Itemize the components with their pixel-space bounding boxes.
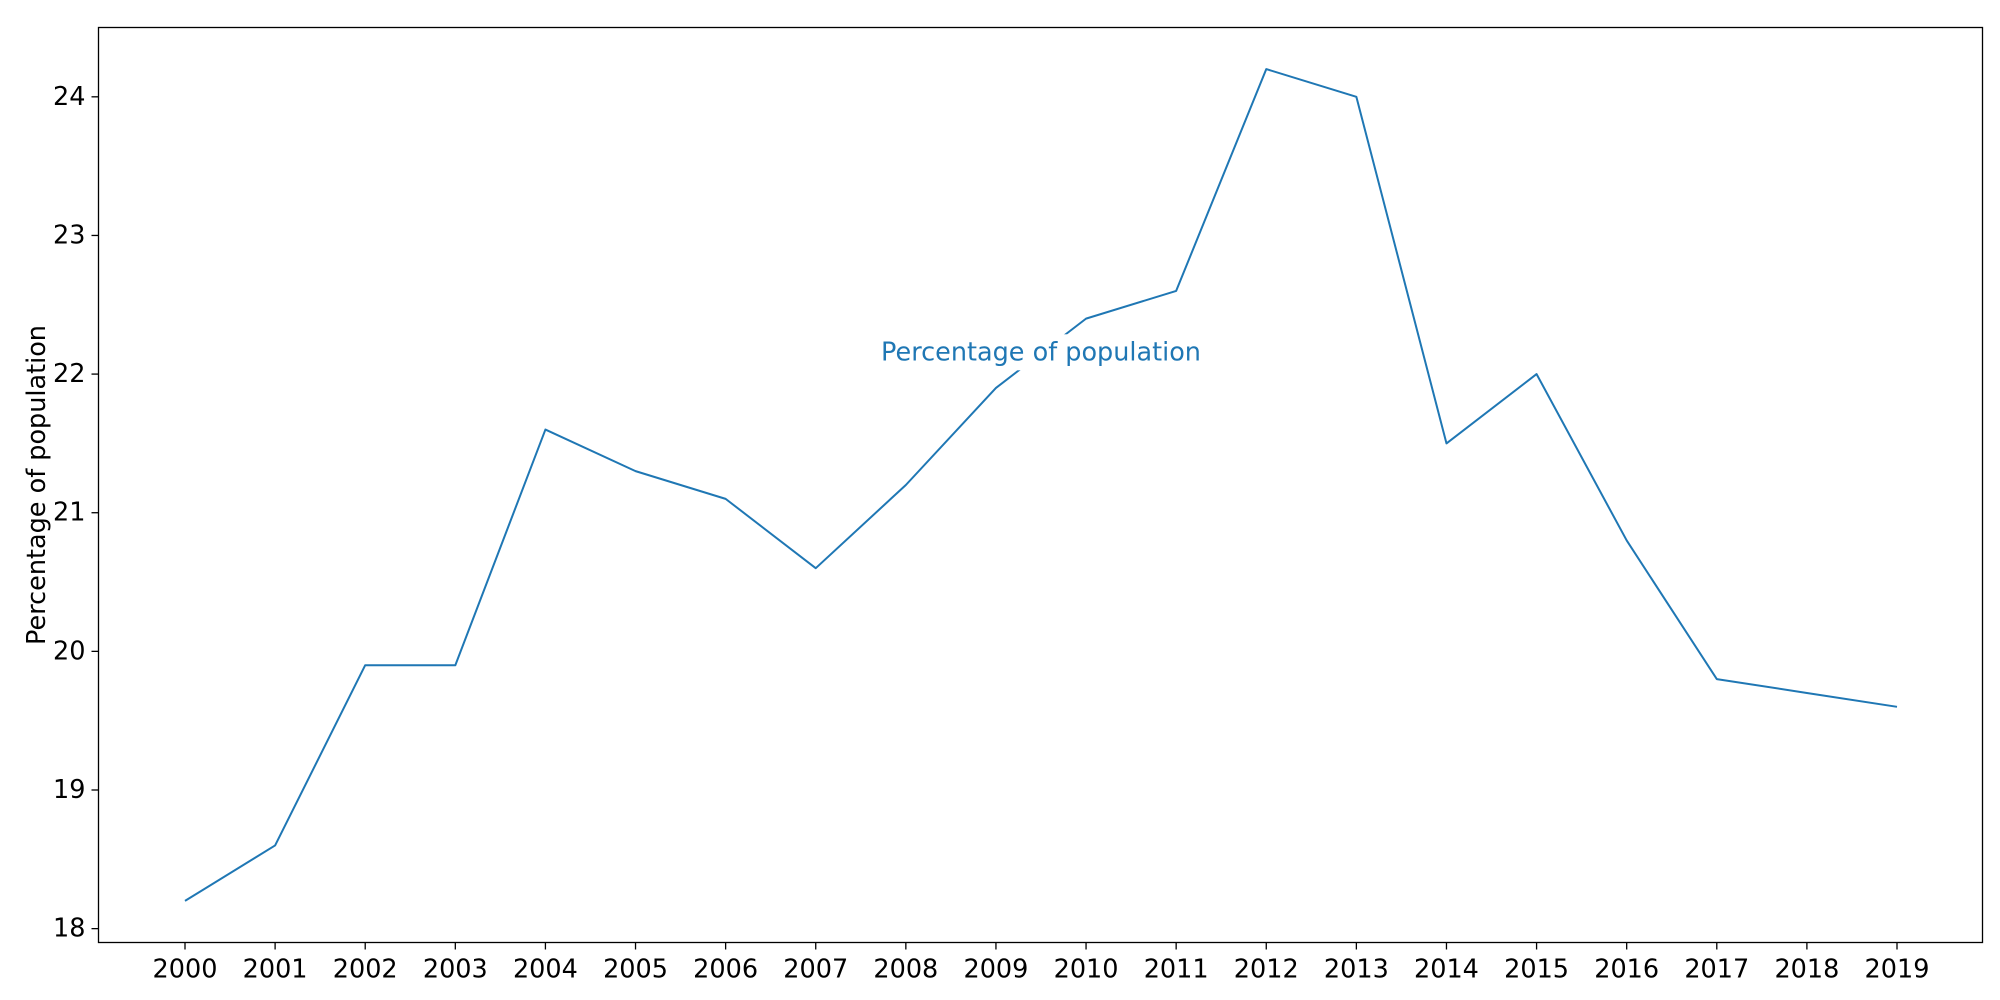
x-tick-label: 2010 [1054,955,1119,985]
x-axis: 2000 2001 2002 2003 2004 2005 2006 2007 2008 2009… [153,942,1930,985]
x-tick-label: 2000 [153,955,218,985]
y-tick-label: 18 [53,914,85,944]
x-tick-label: 2008 [873,955,938,985]
series-annotation: Percentage of population [881,337,1201,367]
y-tick-label: 20 [53,636,85,666]
y-axis-label: Percentage of population [22,325,52,645]
y-tick-label: 19 [53,775,85,805]
y-tick-label: 23 [53,220,85,250]
x-tick-label: 2003 [423,955,488,985]
y-axis: 18 19 20 21 22 23 24 [53,82,99,944]
annotation-background [877,334,1205,371]
y-tick-label: 22 [53,359,85,389]
x-tick-label: 2014 [1414,955,1479,985]
x-tick-label: 2019 [1865,955,1930,985]
series-layer [184,68,1898,902]
plot-frame [97,26,1984,944]
x-tick-label: 2005 [603,955,668,985]
y-tick-label: 21 [53,498,85,528]
x-tick-label: 2011 [1144,955,1209,985]
x-tick-label: 2018 [1774,955,1839,985]
x-tick-label: 2016 [1594,955,1659,985]
x-tick-label: 2001 [243,955,308,985]
x-tick-label: 2006 [693,955,758,985]
x-tick-label: 2017 [1684,955,1749,985]
series-line [184,68,1898,902]
x-tick-label: 2015 [1504,955,1569,985]
x-tick-label: 2004 [513,955,578,985]
x-tick-label: 2012 [1234,955,1299,985]
y-tick-label: 24 [53,82,85,112]
x-tick-label: 2013 [1324,955,1389,985]
x-tick-label: 2007 [783,955,848,985]
x-tick-label: 2009 [963,955,1028,985]
x-tick-label: 2002 [333,955,398,985]
